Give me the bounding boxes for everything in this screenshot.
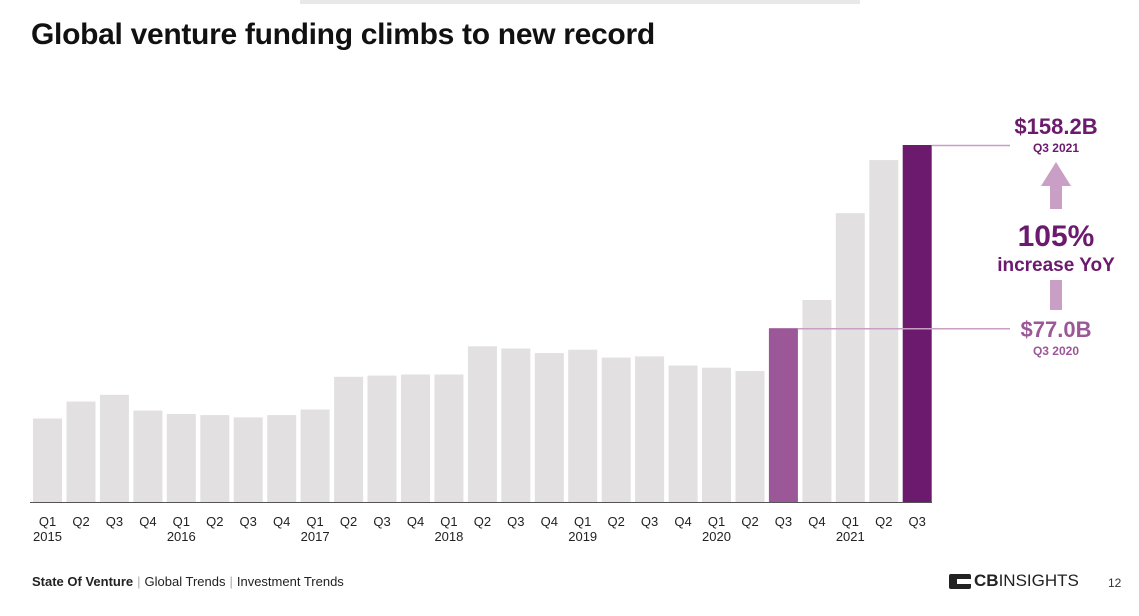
x-tick-quarter: Q2	[206, 514, 223, 529]
footer-separator: |	[137, 574, 141, 589]
x-tick-quarter: Q3	[775, 514, 792, 529]
bar-q2-9	[334, 376, 364, 502]
x-tick-quarter: Q3	[909, 514, 926, 529]
x-tick-quarter: Q2	[474, 514, 491, 529]
bar-q4-23	[802, 300, 832, 502]
footer-separator: |	[229, 574, 233, 589]
bar-q2-5	[200, 415, 230, 502]
x-tick-quarter: Q4	[674, 514, 691, 529]
bar-q3-2	[99, 394, 129, 502]
cb-insights-logo: CBINSIGHTS	[949, 571, 1079, 591]
cb-logo-mark-icon	[949, 573, 971, 589]
x-tick-quarter: Q2	[741, 514, 758, 529]
high-value-label: $158.2B	[1014, 114, 1097, 139]
x-tick-quarter: Q1	[39, 514, 56, 529]
up-arrow-head-icon	[1041, 162, 1071, 186]
bar-q4-7	[267, 415, 297, 502]
x-tick-quarter: Q4	[407, 514, 424, 529]
x-tick-year: 2021	[836, 529, 865, 544]
bar-q1-8	[300, 409, 330, 502]
bar-q2-21	[735, 371, 765, 502]
growth-text-label: increase YoY	[997, 255, 1115, 276]
footer-section-global: Global Trends	[144, 574, 226, 589]
bar-q4-11	[401, 374, 430, 502]
x-tick-quarter: Q2	[340, 514, 357, 529]
x-tick-quarter: Q3	[641, 514, 658, 529]
x-tick-quarter: Q3	[106, 514, 123, 529]
bar-q1-12	[434, 374, 464, 502]
page-number: 12	[1108, 576, 1122, 590]
bar-q1-4	[166, 414, 196, 502]
bar-q1-24	[835, 213, 865, 502]
x-tick-year: 2016	[167, 529, 196, 544]
bar-q2-25	[869, 160, 899, 502]
up-arrow-shaft-lower	[1050, 280, 1062, 310]
footer-report-name: State Of Venture	[32, 574, 134, 589]
x-tick-quarter: Q2	[875, 514, 892, 529]
x-tick-year: 2017	[301, 529, 330, 544]
bar-q2-1	[66, 401, 96, 502]
x-tick-quarter: Q4	[541, 514, 558, 529]
x-tick-quarter: Q3	[240, 514, 257, 529]
logo-brand-bold: CB	[974, 571, 999, 590]
bar-q2-13	[467, 346, 497, 502]
x-tick-quarter: Q2	[72, 514, 89, 529]
low-value-label: $77.0B	[1021, 317, 1092, 342]
x-tick-quarter: Q1	[306, 514, 323, 529]
bar-q1-0	[33, 418, 62, 502]
bar-q3-26	[902, 145, 932, 502]
up-arrow-shaft-upper	[1050, 185, 1062, 209]
high-period-label: Q3 2021	[1033, 141, 1079, 155]
top-strip	[300, 0, 860, 4]
x-tick-quarter: Q3	[507, 514, 524, 529]
x-tick-year: 2015	[33, 529, 62, 544]
x-tick-quarter: Q4	[808, 514, 825, 529]
x-tick-quarter: Q1	[440, 514, 457, 529]
bar-q3-10	[367, 375, 397, 502]
bar-q3-14	[501, 348, 531, 502]
x-tick-quarter: Q1	[574, 514, 591, 529]
x-tick-year: 2019	[568, 529, 597, 544]
bar-q3-22	[768, 328, 798, 502]
x-tick-quarter: Q1	[173, 514, 190, 529]
x-tick-quarter: Q1	[842, 514, 859, 529]
bar-q4-19	[668, 365, 698, 502]
bar-q4-3	[133, 410, 163, 502]
page-title: Global venture funding climbs to new rec…	[31, 18, 655, 51]
low-period-label: Q3 2020	[1033, 344, 1079, 358]
footer: State Of Venture | Global Trends | Investmen…	[32, 574, 344, 589]
bar-q3-6	[233, 417, 263, 502]
footer-section-investment: Investment Trends	[236, 574, 344, 589]
bar-q4-15	[534, 353, 564, 502]
logo-brand-light: INSIGHTS	[998, 571, 1079, 590]
x-tick-quarter: Q4	[139, 514, 156, 529]
bar-q1-16	[568, 349, 598, 502]
bar-q3-18	[635, 356, 665, 502]
growth-percent-label: 105%	[1018, 220, 1095, 253]
x-tick-quarter: Q3	[373, 514, 390, 529]
bar-q1-20	[702, 367, 731, 502]
x-tick-year: 2018	[434, 529, 463, 544]
x-tick-year: 2020	[702, 529, 731, 544]
x-tick-quarter: Q1	[708, 514, 725, 529]
bar-q2-17	[601, 357, 631, 502]
x-tick-quarter: Q4	[273, 514, 290, 529]
x-tick-quarter: Q2	[608, 514, 625, 529]
